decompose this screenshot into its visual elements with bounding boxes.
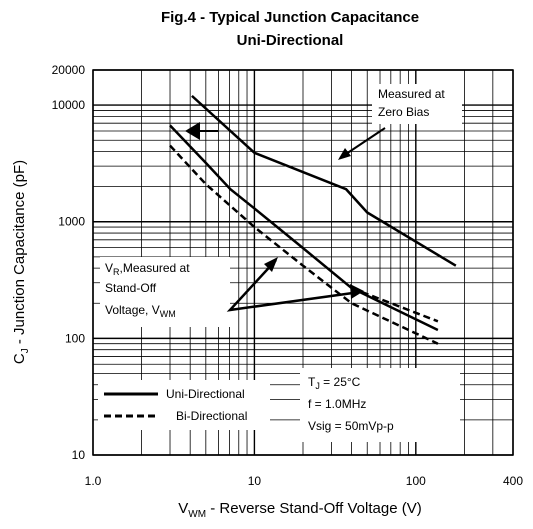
annotation: WM	[160, 309, 176, 319]
legend-label: Uni-Directional	[166, 387, 245, 401]
annotation-bg	[372, 84, 462, 124]
chart-subtitle: Uni-Directional	[237, 32, 344, 49]
annotation: TJ = 25°C	[308, 375, 361, 391]
x-axis-label: WM	[188, 509, 206, 520]
legend-label: Bi-Directional	[176, 409, 247, 423]
plot-frame	[92, 69, 514, 456]
x-tick-label: 400	[503, 474, 523, 488]
arrow-head	[338, 148, 351, 160]
x-tick-label: 100	[406, 474, 426, 488]
line-series	[191, 94, 457, 267]
y-tick-label: 10	[72, 448, 86, 462]
y-tick-label: 20000	[52, 63, 86, 77]
arrow-head	[185, 122, 200, 140]
y-axis-label: CJ - Junction Capacitance (pF)	[11, 160, 31, 364]
annotation: V	[105, 261, 113, 275]
legend: Uni-Directional Bi-Directional	[104, 387, 247, 423]
y-tick-label: 10000	[52, 98, 86, 112]
annotation: R	[113, 267, 120, 277]
annotation-bg	[100, 257, 230, 327]
annotation: Vsig = 50mVp-p	[308, 419, 394, 433]
conditions-box	[300, 368, 460, 442]
annotation: Stand-Off	[105, 281, 157, 295]
x-tick-label: 1.0	[85, 474, 102, 488]
annotation: = 25°C	[320, 375, 361, 389]
x-axis-label: VWM - Reverse Stand-Off Voltage (V)	[178, 500, 421, 520]
y-axis-label: J	[20, 348, 31, 353]
annotation: ,Measured at	[120, 261, 191, 275]
y-axis-label: C	[11, 353, 28, 364]
x-axis-label: V	[178, 500, 188, 517]
y-tick-label: 100	[65, 331, 85, 345]
y-axis-label: - Junction Capacitance (pF)	[11, 160, 28, 348]
annotation: Voltage, V	[105, 303, 160, 317]
line-series	[351, 286, 439, 323]
annotation: f = 1.0MHz	[308, 397, 366, 411]
y-tick-label: 1000	[58, 215, 85, 229]
annotation: Measured at	[378, 87, 445, 101]
annotation: VR,Measured at	[105, 261, 190, 277]
x-axis-label: - Reverse Stand-Off Voltage (V)	[206, 500, 422, 517]
chart-title: Fig.4 - Typical Junction Capacitance	[161, 9, 419, 26]
arrow-head	[350, 284, 364, 299]
legend	[98, 380, 270, 430]
arrow	[226, 259, 361, 312]
annotation: Voltage, VWM	[105, 303, 176, 319]
arrow-head	[264, 257, 278, 272]
x-tick-label: 10	[248, 474, 262, 488]
annotation: T	[308, 375, 316, 389]
annotation: Zero Bias	[378, 105, 429, 119]
line-series	[169, 144, 439, 345]
annotation: J	[315, 381, 320, 391]
